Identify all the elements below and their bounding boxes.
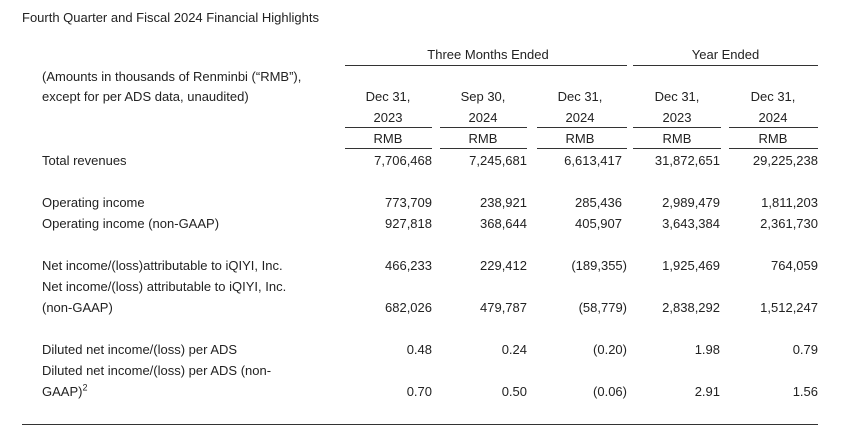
cell-value: 229,412	[480, 258, 527, 273]
cell-value: 2,361,730	[760, 216, 818, 231]
row-label-line1: Net income/(loss) attributable to iQIYI,…	[42, 279, 287, 294]
col-header-currency: RMB	[468, 131, 498, 146]
cell-value: 1,811,203	[761, 195, 818, 210]
cell-value: 29,225,238	[752, 153, 818, 168]
col-rule	[633, 148, 721, 149]
col-header-year: 2023	[662, 110, 692, 125]
col-rule	[345, 127, 432, 128]
cell-value: (189,355)	[571, 258, 627, 273]
cell-value: 285,436	[575, 195, 622, 210]
cell-value: 238,921	[480, 195, 527, 210]
cell-value: 31,872,651	[654, 153, 720, 168]
cell-value: 1,925,469	[662, 258, 720, 273]
cell-value: 0.70	[406, 384, 432, 399]
col-header-date: Sep 30,	[460, 89, 506, 104]
col-header-year: 2024	[565, 110, 595, 125]
row-label-line1: Diluted net income/(loss) per ADS (non-	[42, 363, 272, 378]
cell-value: 1.56	[792, 384, 818, 399]
cell-value: 773,709	[385, 195, 432, 210]
col-rule	[345, 148, 432, 149]
col-header-year: 2023	[373, 110, 403, 125]
cell-value: 764,059	[771, 258, 818, 273]
col-rule	[633, 127, 721, 128]
cell-value: 682,026	[385, 300, 432, 315]
col-header-date: Dec 31,	[750, 89, 796, 104]
col-rule	[440, 127, 527, 128]
cell-value: 368,644	[480, 216, 527, 231]
cell-value: 2,838,292	[662, 300, 720, 315]
group-header-three-months: Three Months Ended	[427, 47, 549, 62]
col-header-currency: RMB	[662, 131, 692, 146]
page-title: Fourth Quarter and Fiscal 2024 Financial…	[22, 10, 319, 25]
col-rule	[537, 148, 627, 149]
row-label: Net income/(loss)attributable to iQIYI, …	[42, 258, 283, 273]
row-label-text: GAAP)	[42, 384, 83, 399]
col-rule	[729, 148, 818, 149]
col-header-date: Dec 31,	[557, 89, 603, 104]
cell-value: 1,512,247	[760, 300, 818, 315]
cell-value: 927,818	[385, 216, 432, 231]
cell-value: 405,907	[575, 216, 622, 231]
cell-value: 0.24	[501, 342, 527, 357]
cell-value: 6,613,417	[564, 153, 622, 168]
cell-value: 466,233	[385, 258, 432, 273]
col-header-year: 2024	[468, 110, 498, 125]
cell-value: 7,245,681	[469, 153, 527, 168]
col-rule	[440, 148, 527, 149]
cell-value: 0.50	[501, 384, 527, 399]
footnote-marker: 2	[82, 382, 88, 393]
row-label: Operating income (non-GAAP)	[42, 216, 220, 231]
col-header-year: 2024	[758, 110, 788, 125]
col-header-currency: RMB	[373, 131, 403, 146]
cell-value: 7,706,468	[374, 153, 432, 168]
col-header-currency: RMB	[758, 131, 788, 146]
row-label: Operating income	[42, 195, 145, 210]
cell-value: 3,643,384	[662, 216, 720, 231]
col-rule	[729, 127, 818, 128]
row-label: Total revenues	[42, 153, 127, 168]
col-rule	[537, 127, 627, 128]
group-rule-three-months	[345, 65, 627, 66]
row-label: Diluted net income/(loss) per ADS	[42, 342, 238, 357]
cell-value: 0.79	[792, 342, 818, 357]
col-header-currency: RMB	[565, 131, 595, 146]
cell-value: 479,787	[480, 300, 527, 315]
units-note-line2: except for per ADS data, unaudited)	[42, 89, 249, 104]
col-header-date: Dec 31,	[654, 89, 700, 104]
cell-value: 1.98	[694, 342, 720, 357]
group-header-year: Year Ended	[691, 47, 760, 62]
row-label-line2: (non-GAAP)	[42, 300, 113, 315]
cell-value: 2.91	[694, 384, 720, 399]
table-bottom-rule	[22, 424, 818, 425]
group-rule-year	[633, 65, 818, 66]
cell-value: (0.06)	[593, 384, 627, 399]
col-header-date: Dec 31,	[365, 89, 411, 104]
units-note-line1: (Amounts in thousands of Renminbi (“RMB”…	[42, 69, 302, 84]
row-label-line2: GAAP)2	[42, 382, 88, 400]
cell-value: 2,989,479	[662, 195, 720, 210]
cell-value: (58,779)	[578, 300, 627, 315]
cell-value: 0.48	[406, 342, 432, 357]
cell-value: (0.20)	[593, 342, 627, 357]
